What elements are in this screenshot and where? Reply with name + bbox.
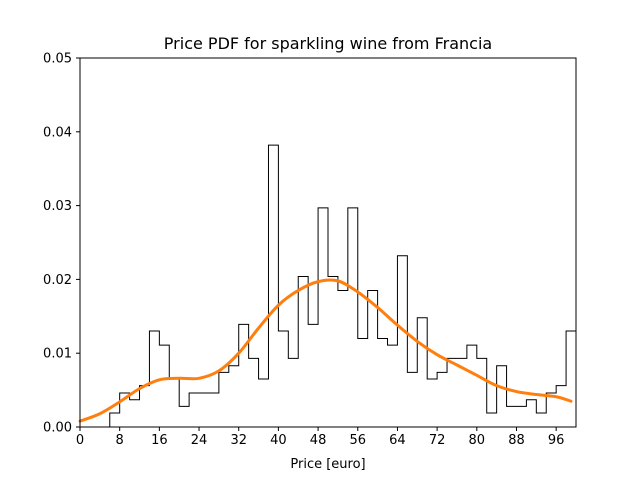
axes-frame bbox=[79, 57, 577, 428]
y-tick-label: 0.05 bbox=[43, 52, 72, 67]
chart-title: Price PDF for sparkling wine from Franci… bbox=[164, 34, 492, 53]
x-tick-label: 64 bbox=[389, 433, 406, 448]
x-tick-label: 72 bbox=[429, 433, 446, 448]
histogram-outline bbox=[80, 144, 577, 428]
x-tick-label: 96 bbox=[548, 433, 565, 448]
y-tick-label: 0.03 bbox=[43, 199, 72, 214]
y-tick-label: 0.01 bbox=[43, 347, 72, 362]
y-tick-label: 0.02 bbox=[43, 273, 72, 288]
y-tick-label: 0.04 bbox=[43, 125, 72, 140]
x-tick-label: 48 bbox=[310, 433, 327, 448]
x-tick-label: 0 bbox=[76, 433, 84, 448]
x-tick-label: 32 bbox=[230, 433, 247, 448]
plot-area bbox=[78, 144, 577, 428]
x-tick-label: 8 bbox=[116, 433, 124, 448]
x-tick-label: 40 bbox=[270, 433, 287, 448]
x-tick-label: 80 bbox=[469, 433, 486, 448]
x-tick-label: 56 bbox=[349, 433, 366, 448]
y-axis: 0.00 0.01 0.02 0.03 0.04 0.05 bbox=[43, 52, 80, 436]
density-curve bbox=[78, 278, 573, 423]
y-tick-label: 0.00 bbox=[43, 421, 72, 436]
x-axis-label: Price [euro] bbox=[290, 457, 365, 472]
x-axis: 0 8 16 24 32 40 48 56 64 72 80 88 96 bbox=[76, 427, 565, 448]
x-tick-label: 88 bbox=[508, 433, 525, 448]
x-tick-label: 24 bbox=[191, 433, 208, 448]
x-tick-label: 16 bbox=[151, 433, 168, 448]
